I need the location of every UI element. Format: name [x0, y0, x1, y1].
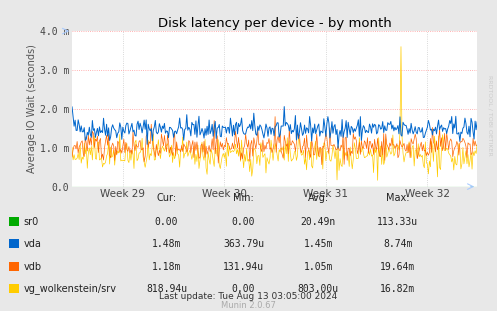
Text: Avg:: Avg: [308, 193, 329, 202]
Text: Max:: Max: [386, 193, 410, 202]
Text: 0.00: 0.00 [155, 217, 178, 227]
Text: 1.45m: 1.45m [303, 239, 333, 249]
Text: vg_wolkenstein/srv: vg_wolkenstein/srv [24, 283, 117, 295]
Text: Min:: Min: [233, 193, 254, 202]
Text: 131.94u: 131.94u [223, 262, 264, 272]
Text: 113.33u: 113.33u [377, 217, 418, 227]
Text: Munin 2.0.67: Munin 2.0.67 [221, 301, 276, 310]
Y-axis label: Average IO Wait (seconds): Average IO Wait (seconds) [27, 44, 37, 173]
Text: 0.00: 0.00 [232, 217, 255, 227]
Text: Cur:: Cur: [157, 193, 176, 202]
Text: sr0: sr0 [24, 217, 39, 227]
Text: vdb: vdb [24, 262, 42, 272]
Text: 19.64m: 19.64m [380, 262, 415, 272]
Text: 8.74m: 8.74m [383, 239, 413, 249]
Text: 0.00: 0.00 [232, 284, 255, 294]
Text: 20.49n: 20.49n [301, 217, 335, 227]
Text: 803.00u: 803.00u [298, 284, 338, 294]
Text: 1.18m: 1.18m [152, 262, 181, 272]
Text: Last update: Tue Aug 13 03:05:00 2024: Last update: Tue Aug 13 03:05:00 2024 [160, 291, 337, 300]
Text: RRDTOOL / TOBI OETIKER: RRDTOOL / TOBI OETIKER [487, 75, 492, 156]
Text: 818.94u: 818.94u [146, 284, 187, 294]
Text: 1.05m: 1.05m [303, 262, 333, 272]
Text: 363.79u: 363.79u [223, 239, 264, 249]
Text: 16.82m: 16.82m [380, 284, 415, 294]
Text: 1.48m: 1.48m [152, 239, 181, 249]
Title: Disk latency per device - by month: Disk latency per device - by month [158, 17, 392, 30]
Text: vda: vda [24, 239, 42, 249]
